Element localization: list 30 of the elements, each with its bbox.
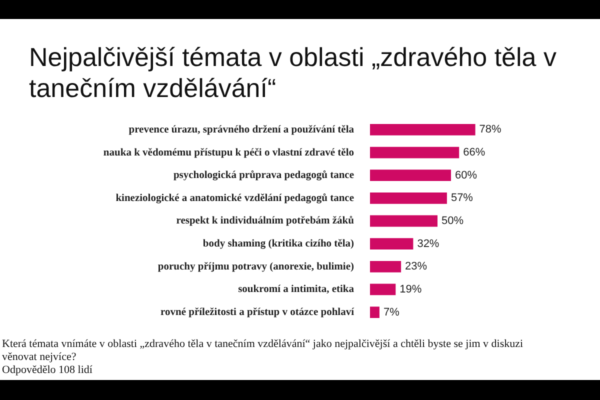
bar — [370, 238, 414, 250]
data-label: 60% — [455, 169, 478, 182]
y-tick-label: respekt k individuálním potřebám žáků — [176, 216, 354, 227]
y-tick-label: nauka k vědomému přístupu k péči o vlastní zdravé tělo — [103, 147, 354, 158]
bar — [370, 146, 460, 158]
data-label: 23% — [405, 260, 428, 273]
data-label: 57% — [450, 192, 474, 204]
data-label: 78% — [479, 124, 502, 136]
y-tick-label: poruchy příjmu potravy (anorexie, bulimie) — [158, 261, 354, 272]
y-tick-label: rovné příležitosti a přístup v otázce pohlaví — [160, 307, 356, 318]
text: Odpovědělo 108 lidí — [2, 364, 94, 377]
bar — [370, 124, 476, 136]
text: Která témata vnímáte v oblasti „zdravého těla v tanečním vzdělávání“ jako nejpalčivější a chtěli byste se jim v diskuzi věnovat nejvíce? — [2, 338, 524, 364]
data-label: 66% — [463, 146, 486, 159]
data-label: 32% — [417, 238, 440, 250]
y-tick-label: soukromí a intimita, etika — [238, 284, 355, 296]
bar — [370, 170, 451, 182]
chart-title: Nejpalčivější témata v oblasti „zdravého těla v tanečním vzdělávání“ — [29, 42, 558, 104]
y-tick-label: psychologická průprava pedagogů tance — [173, 170, 354, 182]
data-label: 50% — [442, 215, 464, 228]
data-label: 7% — [383, 306, 400, 318]
data-label: 19% — [400, 284, 422, 296]
bar — [370, 306, 380, 318]
y-tick-label: body shaming (kritika cizího těla) — [202, 238, 354, 250]
bar — [370, 192, 447, 204]
bar — [370, 215, 438, 227]
bar — [370, 260, 402, 272]
y-tick-label: prevence úrazu, správného držení a používání těla — [128, 124, 355, 136]
y-tick-label: kineziologické a anatomické vzdělání pedagogů tance — [116, 192, 354, 204]
bar — [370, 284, 396, 296]
